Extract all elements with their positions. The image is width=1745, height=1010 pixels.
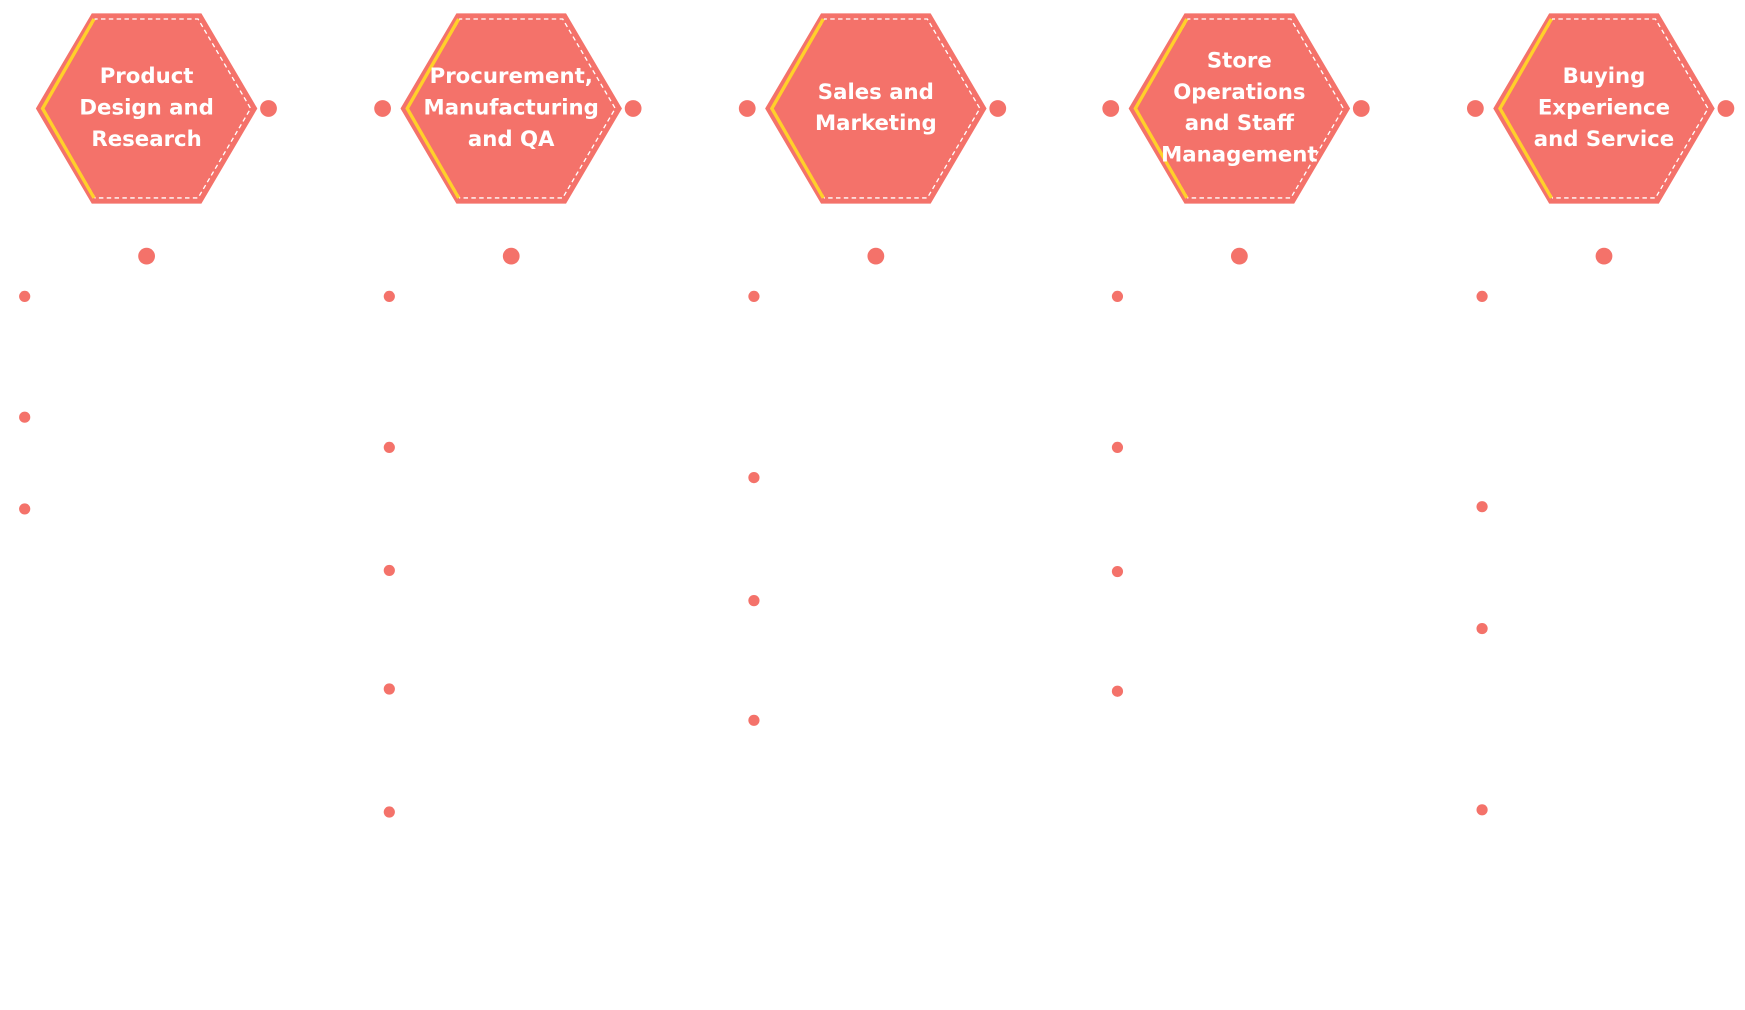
stage-label: and Service — [1534, 127, 1674, 152]
stage-label: Sales and — [818, 80, 934, 105]
connector-dot — [1466, 100, 1484, 117]
hexagon — [1128, 13, 1351, 204]
section-dot — [867, 247, 885, 265]
hexagon-accent — [405, 18, 461, 199]
stage-label: Design and — [79, 95, 213, 120]
bullet-dot — [383, 564, 395, 577]
bullet-dot — [383, 806, 395, 818]
stage-label: Store — [1207, 49, 1272, 74]
bullet-dot — [748, 714, 760, 726]
stage: Procurement, Manufacturing and QA — [374, 13, 642, 818]
connector-dot — [1352, 100, 1370, 117]
stage-label: Manufacturing — [424, 95, 599, 120]
section-dot — [1230, 247, 1248, 265]
connector-dot — [260, 100, 277, 117]
stage-label: Buying — [1563, 64, 1646, 89]
hexagon-dashed-border — [1499, 18, 1709, 199]
bullet-dot — [1476, 290, 1488, 302]
bullet-dot — [19, 290, 31, 302]
hexagon-dashed-border — [406, 18, 617, 199]
connector-dot — [738, 100, 756, 117]
hexagon-dashed-border — [1134, 18, 1345, 199]
stage-label: Experience — [1538, 95, 1670, 120]
hexagon-accent — [1133, 18, 1189, 199]
stage-label: Management — [1161, 142, 1317, 167]
section-dot — [138, 247, 155, 265]
bullet-dot — [748, 290, 760, 302]
stage: Product Design and Research — [19, 13, 277, 515]
hexagon-accent — [1498, 18, 1553, 199]
stage-label: Product — [100, 64, 194, 89]
stage-label: Operations — [1173, 80, 1305, 105]
hexagon — [765, 13, 987, 204]
connector-dot — [624, 100, 642, 117]
bullet-dot — [1111, 290, 1124, 302]
bullet-dot — [1111, 565, 1124, 578]
connector-dot — [1717, 100, 1735, 117]
bullet-dot — [748, 472, 760, 484]
stage-label: Research — [91, 127, 201, 152]
section-dot — [502, 247, 520, 265]
stage: Buying Experience and Service — [1466, 13, 1735, 816]
hexagon — [1493, 13, 1715, 204]
bullet-dot — [19, 411, 31, 423]
bullet-dot — [383, 290, 395, 302]
bullet-dot — [1476, 501, 1488, 513]
bullet-dot — [1476, 804, 1488, 816]
bullet-dot — [1476, 623, 1488, 635]
stage-label: and QA — [468, 127, 555, 152]
stage: Store Operations and Staff Management — [1102, 13, 1370, 697]
hexagon — [400, 13, 622, 204]
stage-label: Marketing — [815, 111, 937, 136]
hexagon-dashed-border — [771, 18, 981, 199]
stage-label: and Staff — [1185, 111, 1295, 136]
hexagon-accent — [40, 18, 96, 199]
connector-dot — [374, 100, 391, 117]
hexagon — [35, 13, 258, 204]
connector-dot — [1102, 100, 1120, 117]
section-dot — [1595, 247, 1613, 265]
hexagon-dashed-border — [41, 18, 252, 199]
hexagon-accent — [769, 18, 825, 199]
bullet-dot — [383, 441, 395, 453]
bullet-dot — [19, 503, 31, 515]
stage-label: Procurement, — [430, 64, 593, 89]
connector-dot — [989, 100, 1007, 117]
bullet-dot — [1111, 685, 1124, 697]
stage: Sales and Marketing — [738, 13, 1007, 726]
bullet-dot — [1111, 441, 1124, 453]
bullet-dot — [748, 595, 760, 607]
bullet-dot — [383, 683, 395, 695]
